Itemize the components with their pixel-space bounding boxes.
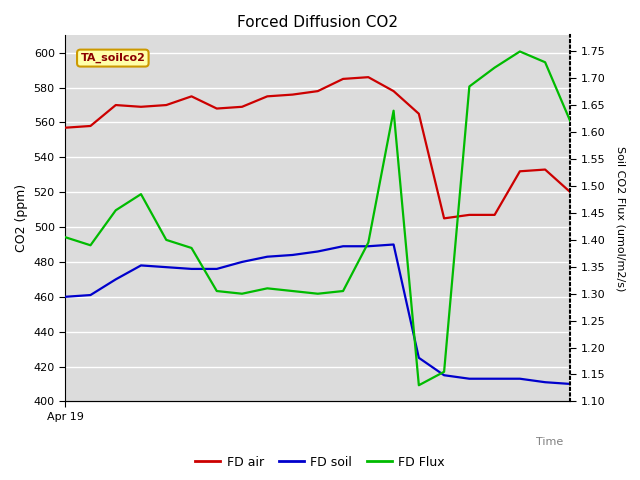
- Text: TA_soilco2: TA_soilco2: [81, 53, 145, 63]
- Y-axis label: CO2 (ppm): CO2 (ppm): [15, 184, 28, 252]
- Legend: FD air, FD soil, FD Flux: FD air, FD soil, FD Flux: [190, 451, 450, 474]
- Y-axis label: Soil CO2 Flux (umol/m2/s): Soil CO2 Flux (umol/m2/s): [615, 145, 625, 291]
- Title: Forced Diffusion CO2: Forced Diffusion CO2: [237, 15, 398, 30]
- Text: Time: Time: [536, 437, 563, 447]
